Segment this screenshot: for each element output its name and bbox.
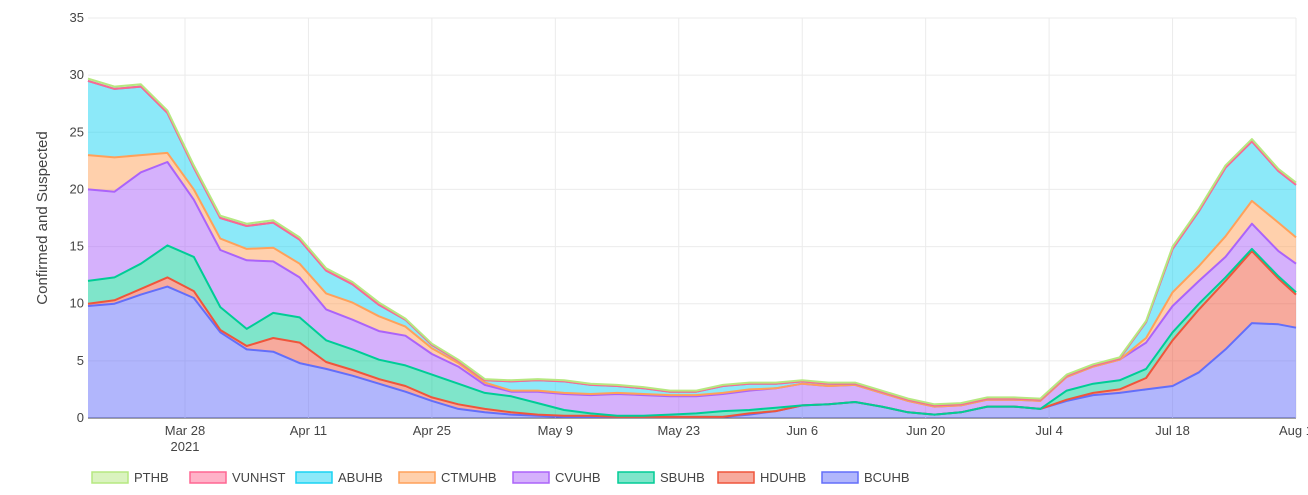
legend-label: CTMUHB bbox=[441, 470, 497, 485]
legend-label: HDUHB bbox=[760, 470, 806, 485]
legend-label: SBUHB bbox=[660, 470, 705, 485]
legend-item-cvuhb[interactable]: CVUHB bbox=[512, 470, 601, 485]
legend-swatch bbox=[91, 471, 129, 484]
x-tick-label: Jun 20 bbox=[906, 423, 945, 438]
legend-swatch bbox=[189, 471, 227, 484]
y-axis-label: Confirmed and Suspected bbox=[34, 131, 51, 304]
y-tick-label: 15 bbox=[70, 239, 84, 254]
y-tick-label: 25 bbox=[70, 124, 84, 139]
x-tick-label: Aug 1 bbox=[1279, 423, 1308, 438]
line-ctmuhb bbox=[87, 151, 1297, 408]
legend-label: PTHB bbox=[134, 470, 169, 485]
legend-swatch bbox=[295, 471, 333, 484]
line-vunhst bbox=[87, 79, 1297, 407]
x-tick-label: Jun 6 bbox=[786, 423, 818, 438]
line-hduhb bbox=[87, 250, 1297, 418]
legend-label: VUNHST bbox=[232, 470, 286, 485]
x-tick-label: May 23 bbox=[657, 423, 700, 438]
line-pthb bbox=[87, 77, 1297, 406]
y-tick-label: 0 bbox=[77, 410, 84, 425]
legend-item-hduhb[interactable]: HDUHB bbox=[717, 470, 806, 485]
legend-swatch bbox=[821, 471, 859, 484]
area-series bbox=[88, 78, 1296, 418]
y-tick-label: 20 bbox=[70, 181, 84, 196]
legend-label: ABUHB bbox=[338, 470, 383, 485]
x-tick-label: May 9 bbox=[538, 423, 573, 438]
y-tick-label: 35 bbox=[70, 10, 84, 25]
legend-item-bcuhb[interactable]: BCUHB bbox=[821, 470, 910, 485]
area-sbuhb bbox=[88, 245, 1296, 417]
y-tick-label: 10 bbox=[70, 296, 84, 311]
legend-item-sbuhb[interactable]: SBUHB bbox=[617, 470, 705, 485]
legend: PTHB VUNHST ABUHB CTMUHB CVUHB SBUHB HDUHB BCUH… bbox=[91, 470, 910, 485]
legend-item-abuhb[interactable]: ABUHB bbox=[295, 470, 383, 485]
legend-swatch bbox=[398, 471, 436, 484]
area-cvuhb bbox=[88, 162, 1296, 416]
y-tick-label: 30 bbox=[70, 67, 84, 82]
x-tick-sublabel: 2021 bbox=[171, 439, 200, 454]
y-axis-ticks: 0 5 10 15 20 25 30 35 bbox=[70, 10, 84, 425]
line-sbuhb bbox=[87, 244, 1297, 417]
legend-swatch bbox=[512, 471, 550, 484]
legend-swatch bbox=[717, 471, 755, 484]
legend-swatch bbox=[617, 471, 655, 484]
area-bcuhb bbox=[88, 286, 1296, 418]
x-tick-label: Jul 4 bbox=[1035, 423, 1062, 438]
legend-label: CVUHB bbox=[555, 470, 601, 485]
legend-item-vunhst[interactable]: VUNHST bbox=[189, 470, 286, 485]
x-tick-label: Jul 18 bbox=[1155, 423, 1190, 438]
series-lines bbox=[87, 77, 1297, 418]
x-tick-label: Apr 11 bbox=[290, 423, 327, 438]
x-tick-label: Mar 28 bbox=[165, 423, 205, 438]
x-tick-label: Apr 25 bbox=[413, 423, 451, 438]
legend-item-ctmuhb[interactable]: CTMUHB bbox=[398, 470, 497, 485]
y-tick-label: 5 bbox=[77, 353, 84, 368]
legend-label: BCUHB bbox=[864, 470, 910, 485]
legend-item-pthb[interactable]: PTHB bbox=[91, 470, 169, 485]
